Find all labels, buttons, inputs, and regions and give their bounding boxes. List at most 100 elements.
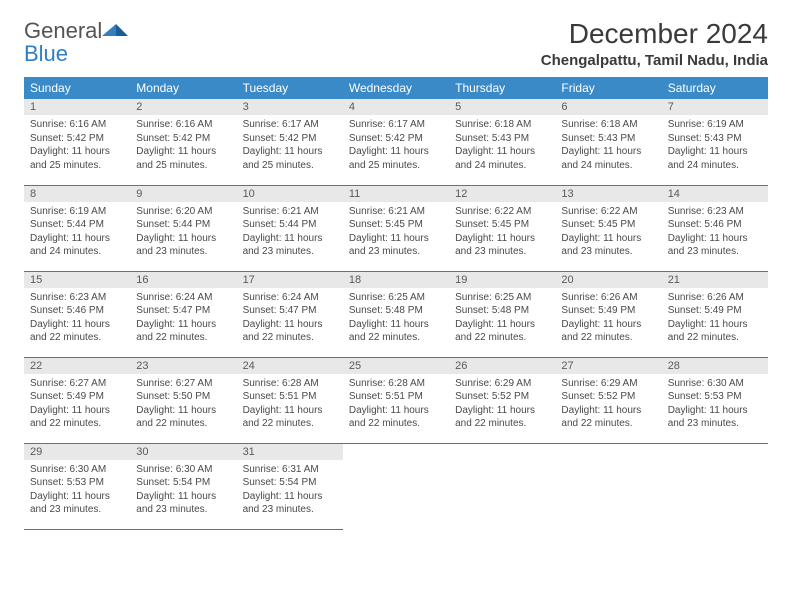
day-info: Sunrise: 6:24 AMSunset: 5:47 PMDaylight:…	[130, 288, 236, 349]
day-info: Sunrise: 6:26 AMSunset: 5:49 PMDaylight:…	[662, 288, 768, 349]
brand-name-part2: Blue	[24, 41, 68, 66]
calendar-cell: 30Sunrise: 6:30 AMSunset: 5:54 PMDayligh…	[130, 443, 236, 529]
calendar-cell: ..	[449, 443, 555, 529]
page-title: December 2024	[541, 18, 768, 50]
day-info: Sunrise: 6:30 AMSunset: 5:53 PMDaylight:…	[24, 460, 130, 521]
calendar-cell: ..	[662, 443, 768, 529]
day-number: 7	[662, 99, 768, 115]
day-number: 6	[555, 99, 661, 115]
calendar-cell: 18Sunrise: 6:25 AMSunset: 5:48 PMDayligh…	[343, 271, 449, 357]
calendar-cell: 5Sunrise: 6:18 AMSunset: 5:43 PMDaylight…	[449, 99, 555, 185]
day-number: 15	[24, 272, 130, 288]
day-number: 13	[555, 186, 661, 202]
day-number: 30	[130, 444, 236, 460]
day-number: 22	[24, 358, 130, 374]
calendar-cell: 14Sunrise: 6:23 AMSunset: 5:46 PMDayligh…	[662, 185, 768, 271]
day-info: Sunrise: 6:19 AMSunset: 5:43 PMDaylight:…	[662, 115, 768, 176]
day-number: 25	[343, 358, 449, 374]
location-label: Chengalpattu, Tamil Nadu, India	[541, 52, 768, 69]
day-number: 21	[662, 272, 768, 288]
calendar-cell: 29Sunrise: 6:30 AMSunset: 5:53 PMDayligh…	[24, 443, 130, 529]
day-info: Sunrise: 6:17 AMSunset: 5:42 PMDaylight:…	[343, 115, 449, 176]
day-number: 18	[343, 272, 449, 288]
weekday-header: Wednesday	[343, 77, 449, 99]
calendar-table: Sunday Monday Tuesday Wednesday Thursday…	[24, 77, 768, 530]
day-info: Sunrise: 6:25 AMSunset: 5:48 PMDaylight:…	[343, 288, 449, 349]
weekday-header: Friday	[555, 77, 661, 99]
calendar-cell: 25Sunrise: 6:28 AMSunset: 5:51 PMDayligh…	[343, 357, 449, 443]
brand-logo: General Blue	[24, 18, 128, 65]
day-info: Sunrise: 6:22 AMSunset: 5:45 PMDaylight:…	[449, 202, 555, 263]
calendar-cell: 22Sunrise: 6:27 AMSunset: 5:49 PMDayligh…	[24, 357, 130, 443]
calendar-cell: 9Sunrise: 6:20 AMSunset: 5:44 PMDaylight…	[130, 185, 236, 271]
day-info: Sunrise: 6:18 AMSunset: 5:43 PMDaylight:…	[449, 115, 555, 176]
day-info: Sunrise: 6:22 AMSunset: 5:45 PMDaylight:…	[555, 202, 661, 263]
day-number: 11	[343, 186, 449, 202]
brand-name-part1: General	[24, 18, 102, 43]
calendar-cell: 4Sunrise: 6:17 AMSunset: 5:42 PMDaylight…	[343, 99, 449, 185]
day-info: Sunrise: 6:21 AMSunset: 5:44 PMDaylight:…	[237, 202, 343, 263]
day-number: 1	[24, 99, 130, 115]
day-info: Sunrise: 6:17 AMSunset: 5:42 PMDaylight:…	[237, 115, 343, 176]
calendar-cell: 31Sunrise: 6:31 AMSunset: 5:54 PMDayligh…	[237, 443, 343, 529]
calendar-cell: 17Sunrise: 6:24 AMSunset: 5:47 PMDayligh…	[237, 271, 343, 357]
day-number: 28	[662, 358, 768, 374]
weekday-header: Monday	[130, 77, 236, 99]
day-info: Sunrise: 6:19 AMSunset: 5:44 PMDaylight:…	[24, 202, 130, 263]
day-number: 16	[130, 272, 236, 288]
day-info: Sunrise: 6:29 AMSunset: 5:52 PMDaylight:…	[555, 374, 661, 435]
day-info: Sunrise: 6:23 AMSunset: 5:46 PMDaylight:…	[24, 288, 130, 349]
header: General Blue December 2024 Chengalpattu,…	[24, 18, 768, 69]
weekday-header: Thursday	[449, 77, 555, 99]
calendar-cell: 6Sunrise: 6:18 AMSunset: 5:43 PMDaylight…	[555, 99, 661, 185]
calendar-cell: 27Sunrise: 6:29 AMSunset: 5:52 PMDayligh…	[555, 357, 661, 443]
day-number: 19	[449, 272, 555, 288]
day-number: 12	[449, 186, 555, 202]
day-number: 8	[24, 186, 130, 202]
day-number: 9	[130, 186, 236, 202]
day-info: Sunrise: 6:23 AMSunset: 5:46 PMDaylight:…	[662, 202, 768, 263]
day-number: 4	[343, 99, 449, 115]
calendar-cell: 24Sunrise: 6:28 AMSunset: 5:51 PMDayligh…	[237, 357, 343, 443]
weekday-header-row: Sunday Monday Tuesday Wednesday Thursday…	[24, 77, 768, 99]
day-info: Sunrise: 6:28 AMSunset: 5:51 PMDaylight:…	[237, 374, 343, 435]
day-number: 27	[555, 358, 661, 374]
day-info: Sunrise: 6:31 AMSunset: 5:54 PMDaylight:…	[237, 460, 343, 521]
calendar-cell: 7Sunrise: 6:19 AMSunset: 5:43 PMDaylight…	[662, 99, 768, 185]
calendar-row: 29Sunrise: 6:30 AMSunset: 5:53 PMDayligh…	[24, 443, 768, 529]
day-info: Sunrise: 6:16 AMSunset: 5:42 PMDaylight:…	[130, 115, 236, 176]
day-info: Sunrise: 6:21 AMSunset: 5:45 PMDaylight:…	[343, 202, 449, 263]
calendar-cell: 28Sunrise: 6:30 AMSunset: 5:53 PMDayligh…	[662, 357, 768, 443]
day-number: 24	[237, 358, 343, 374]
day-info: Sunrise: 6:28 AMSunset: 5:51 PMDaylight:…	[343, 374, 449, 435]
calendar-cell: 21Sunrise: 6:26 AMSunset: 5:49 PMDayligh…	[662, 271, 768, 357]
calendar-cell: 11Sunrise: 6:21 AMSunset: 5:45 PMDayligh…	[343, 185, 449, 271]
day-info: Sunrise: 6:18 AMSunset: 5:43 PMDaylight:…	[555, 115, 661, 176]
calendar-cell: 10Sunrise: 6:21 AMSunset: 5:44 PMDayligh…	[237, 185, 343, 271]
calendar-cell: ..	[555, 443, 661, 529]
calendar-row: 15Sunrise: 6:23 AMSunset: 5:46 PMDayligh…	[24, 271, 768, 357]
triangle-icon	[102, 18, 128, 38]
title-block: December 2024 Chengalpattu, Tamil Nadu, …	[541, 18, 768, 69]
calendar-row: 1Sunrise: 6:16 AMSunset: 5:42 PMDaylight…	[24, 99, 768, 185]
weekday-header: Sunday	[24, 77, 130, 99]
day-number: 14	[662, 186, 768, 202]
day-info: Sunrise: 6:27 AMSunset: 5:49 PMDaylight:…	[24, 374, 130, 435]
day-number: 31	[237, 444, 343, 460]
day-info: Sunrise: 6:26 AMSunset: 5:49 PMDaylight:…	[555, 288, 661, 349]
calendar-cell: 1Sunrise: 6:16 AMSunset: 5:42 PMDaylight…	[24, 99, 130, 185]
day-number: 3	[237, 99, 343, 115]
calendar-cell: 2Sunrise: 6:16 AMSunset: 5:42 PMDaylight…	[130, 99, 236, 185]
day-number: 5	[449, 99, 555, 115]
day-info: Sunrise: 6:27 AMSunset: 5:50 PMDaylight:…	[130, 374, 236, 435]
day-number: 2	[130, 99, 236, 115]
calendar-cell: 8Sunrise: 6:19 AMSunset: 5:44 PMDaylight…	[24, 185, 130, 271]
day-info: Sunrise: 6:24 AMSunset: 5:47 PMDaylight:…	[237, 288, 343, 349]
weekday-header: Saturday	[662, 77, 768, 99]
calendar-cell: 3Sunrise: 6:17 AMSunset: 5:42 PMDaylight…	[237, 99, 343, 185]
calendar-cell: 13Sunrise: 6:22 AMSunset: 5:45 PMDayligh…	[555, 185, 661, 271]
calendar-cell: 15Sunrise: 6:23 AMSunset: 5:46 PMDayligh…	[24, 271, 130, 357]
day-info: Sunrise: 6:30 AMSunset: 5:53 PMDaylight:…	[662, 374, 768, 435]
calendar-row: 22Sunrise: 6:27 AMSunset: 5:49 PMDayligh…	[24, 357, 768, 443]
calendar-cell: 16Sunrise: 6:24 AMSunset: 5:47 PMDayligh…	[130, 271, 236, 357]
